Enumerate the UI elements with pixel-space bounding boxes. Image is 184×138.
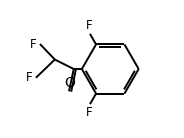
Text: F: F (86, 106, 93, 119)
Text: F: F (30, 38, 37, 51)
Text: F: F (26, 71, 33, 84)
Text: O: O (64, 76, 75, 90)
Text: F: F (86, 19, 93, 32)
